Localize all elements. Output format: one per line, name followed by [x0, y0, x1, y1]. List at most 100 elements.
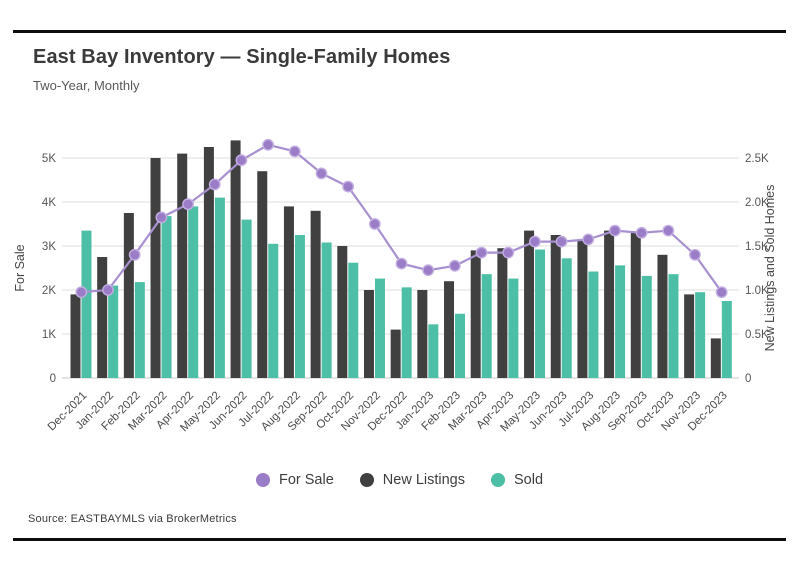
- sold-swatch-icon: [490, 473, 505, 487]
- new-listings-swatch-icon: [359, 473, 374, 487]
- for-sale-swatch-icon: [255, 473, 270, 487]
- legend-item-new-listings: New Listings: [359, 472, 465, 488]
- bar-sold: [561, 258, 572, 378]
- left-axis-title: For Sale: [13, 244, 27, 291]
- for-sale-point: [475, 246, 488, 259]
- source-note: Source: EASTBAYMLS via BrokerMetrics: [28, 513, 237, 525]
- bar-new-listings: [657, 254, 668, 378]
- bar-sold: [374, 278, 385, 378]
- bar-new-listings: [257, 171, 268, 378]
- for-sale-point: [689, 248, 701, 261]
- for-sale-point: [502, 246, 515, 259]
- bar-new-listings: [524, 230, 535, 378]
- right-axis-tick: 2.0K: [745, 197, 769, 209]
- legend-label-new-listings: New Listings: [382, 472, 465, 488]
- bar-new-listings: [577, 239, 588, 378]
- bar-new-listings: [444, 281, 455, 378]
- top-rule: [13, 30, 786, 33]
- for-sale-point: [555, 235, 568, 248]
- for-sale-point: [529, 235, 541, 248]
- for-sale-point: [235, 154, 248, 167]
- chart-header: East Bay Inventory — Single-Family Homes…: [33, 46, 450, 93]
- bar-new-listings: [390, 329, 401, 378]
- for-sale-point: [102, 284, 114, 296]
- bar-sold: [455, 313, 466, 378]
- bar-sold: [721, 301, 732, 378]
- for-sale-point: [208, 178, 221, 191]
- right-axis-tick: 1.5K: [745, 241, 769, 253]
- bar-new-listings: [417, 290, 428, 378]
- bar-sold: [428, 324, 439, 378]
- bar-sold: [401, 287, 412, 378]
- for-sale-point: [635, 226, 648, 239]
- bar-sold: [535, 249, 546, 378]
- bar-sold: [695, 292, 706, 378]
- left-axis-tick: 3K: [42, 241, 56, 253]
- left-axis-tick: 2K: [42, 285, 56, 297]
- bar-sold: [508, 278, 519, 378]
- for-sale-point: [662, 224, 675, 237]
- bar-sold: [588, 271, 599, 378]
- right-axis-tick: 1.0K: [745, 285, 769, 297]
- left-axis-tick: 0: [50, 373, 56, 385]
- bar-new-listings: [550, 235, 561, 378]
- for-sale-point: [155, 211, 168, 224]
- bar-new-listings: [150, 158, 161, 378]
- bar-sold: [481, 274, 492, 378]
- bar-sold: [241, 219, 252, 378]
- left-axis-tick: 4K: [42, 197, 56, 209]
- bar-sold: [161, 216, 172, 378]
- bar-sold: [81, 230, 92, 378]
- bar-new-listings: [283, 206, 294, 378]
- bar-new-listings: [70, 294, 81, 378]
- for-sale-point: [715, 286, 728, 299]
- for-sale-point: [448, 259, 461, 272]
- bar-sold: [108, 285, 119, 378]
- bar-new-listings: [497, 248, 508, 378]
- for-sale-point: [342, 180, 355, 193]
- right-axis-tick: 2.5K: [745, 153, 769, 165]
- bar-sold: [348, 262, 359, 378]
- legend-label-sold: Sold: [513, 472, 544, 488]
- left-axis-tick: 1K: [42, 329, 56, 341]
- bar-new-listings: [123, 213, 134, 378]
- for-sale-point: [75, 286, 88, 299]
- for-sale-point: [395, 257, 408, 270]
- bar-sold: [321, 242, 332, 378]
- bar-sold: [668, 274, 679, 378]
- bar-sold: [641, 275, 652, 378]
- for-sale-point: [262, 138, 275, 151]
- bar-new-listings: [177, 153, 188, 378]
- bottom-rule: [13, 538, 786, 541]
- bar-sold: [188, 206, 199, 378]
- left-axis-tick: 5K: [42, 153, 56, 165]
- page-title: East Bay Inventory — Single-Family Homes: [33, 46, 451, 68]
- legend-item-sold: Sold: [490, 472, 544, 488]
- for-sale-point: [182, 198, 194, 211]
- bar-new-listings: [203, 147, 214, 378]
- bar-new-listings: [363, 290, 374, 378]
- bar-sold: [214, 197, 225, 378]
- bar-sold: [134, 282, 145, 378]
- for-sale-point: [128, 248, 141, 261]
- bar-sold: [268, 243, 279, 378]
- bar-new-listings: [630, 232, 641, 378]
- for-sale-point: [315, 167, 328, 180]
- bar-new-listings: [684, 294, 695, 378]
- bar-new-listings: [710, 338, 721, 378]
- legend-label-for-sale: For Sale: [278, 472, 334, 488]
- for-sale-point: [609, 224, 621, 237]
- bar-new-listings: [470, 250, 481, 378]
- for-sale-point: [422, 264, 435, 277]
- bar-new-listings: [230, 140, 241, 378]
- for-sale-point: [288, 145, 301, 158]
- for-sale-point: [582, 233, 595, 246]
- bar-new-listings: [97, 257, 108, 378]
- right-axis-tick: 0.5K: [745, 329, 769, 341]
- inventory-chart: 0 0 1K 0.5K 2K 1.0K 3K 1.5K 4K 2.0K 5K 2.5K Dec-2021…: [10, 126, 789, 462]
- bar-sold: [294, 235, 305, 378]
- right-axis-title: New Listings and Sold Homes: [763, 185, 777, 352]
- page-subtitle: Two-Year, Monthly: [33, 78, 140, 93]
- chart-legend: For Sale New Listings Sold: [0, 472, 799, 488]
